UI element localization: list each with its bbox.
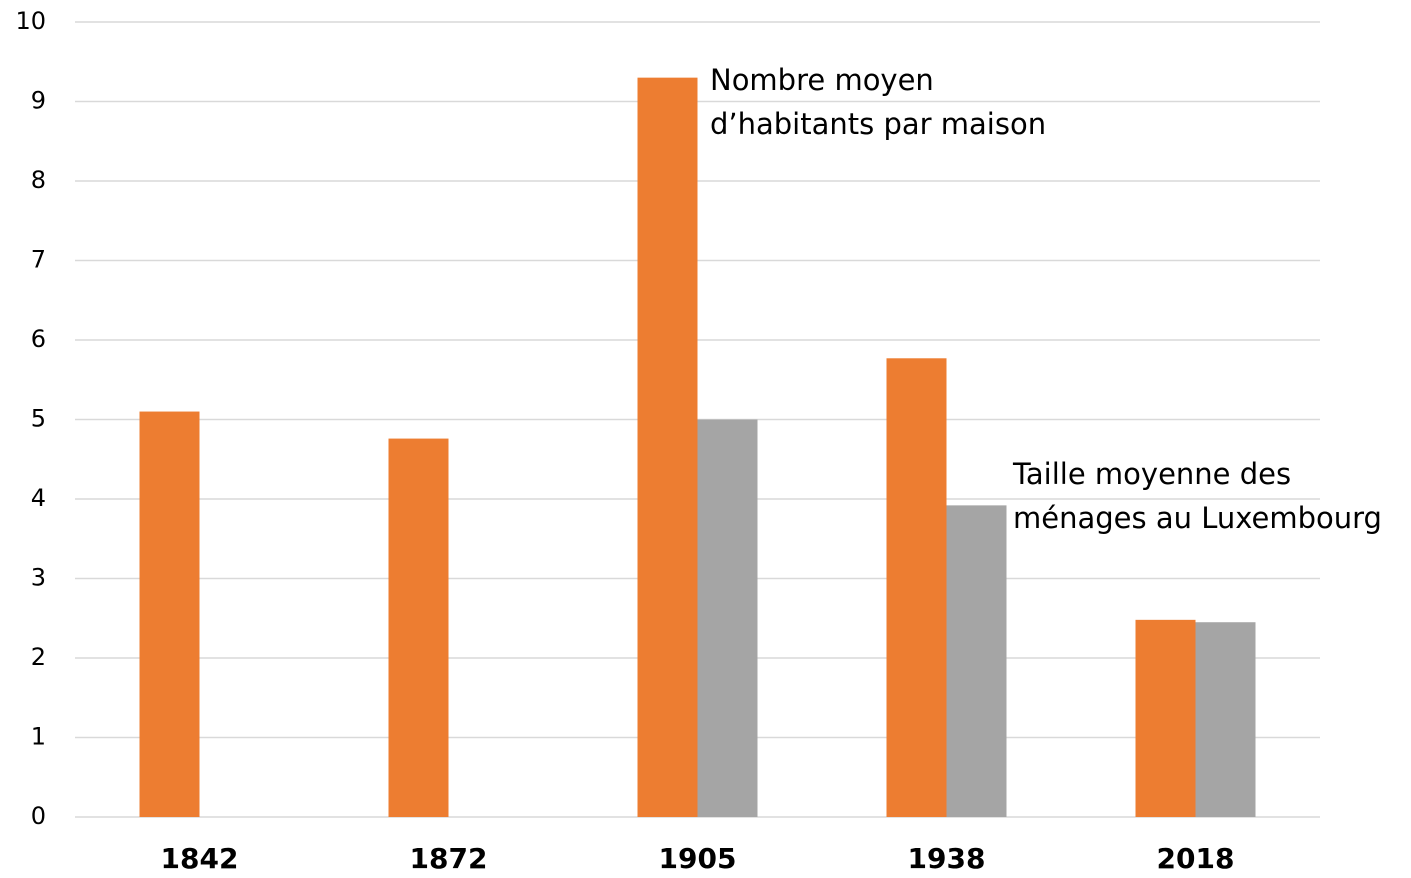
x-tick-label: 2018 xyxy=(1157,842,1235,875)
bar xyxy=(697,419,758,817)
bar xyxy=(1195,622,1256,817)
y-tick-label: 10 xyxy=(15,7,46,35)
series-label: Taille moyenne des ménages au Luxembourg xyxy=(1013,457,1382,535)
x-tick-label: 1938 xyxy=(908,842,986,875)
x-tick-label: 1905 xyxy=(659,842,737,875)
bar xyxy=(1135,619,1196,817)
y-tick-label: 4 xyxy=(31,484,46,512)
bar xyxy=(139,411,200,817)
y-tick-label: 9 xyxy=(31,87,46,115)
y-tick-label: 5 xyxy=(31,405,46,433)
bar xyxy=(637,77,698,817)
y-tick-label: 1 xyxy=(31,723,46,751)
y-tick-label: 2 xyxy=(31,643,46,671)
y-tick-label: 0 xyxy=(31,802,46,830)
bar xyxy=(388,438,449,817)
y-tick-label: 3 xyxy=(31,564,46,592)
y-tick-label: 7 xyxy=(31,246,46,274)
bar xyxy=(886,358,947,817)
x-tick-label: 1872 xyxy=(410,842,488,875)
y-tick-label: 8 xyxy=(31,166,46,194)
bar xyxy=(946,505,1007,817)
series-label: Nombre moyen d’habitants par maison xyxy=(710,63,1047,141)
y-tick-label: 6 xyxy=(31,325,46,353)
x-tick-label: 1842 xyxy=(161,842,239,875)
